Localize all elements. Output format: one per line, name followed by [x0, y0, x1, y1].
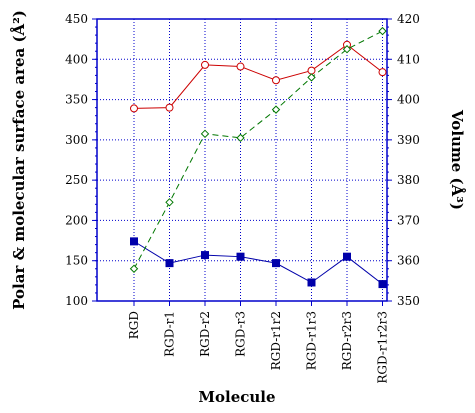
series-1-point [165, 103, 174, 112]
series-3-point [271, 105, 281, 114]
x-axis-tick-label: RGD-r1r2r3 [376, 311, 390, 384]
left-axis-title: Polar & molecular surface area (Å²) [10, 10, 28, 310]
right-axis-tick-label: 400 [397, 93, 420, 107]
x-axis-tick-label: RGD-r1r2 [269, 311, 283, 370]
series-3-point [378, 26, 387, 36]
x-axis-tick-label: RGD-r2r3 [340, 311, 354, 370]
left-axis-tick-label: 350 [65, 93, 88, 107]
series-3-point [342, 45, 352, 54]
series-1-line [133, 44, 383, 109]
series-2-point [343, 252, 351, 261]
left-axis-tick-label: 150 [65, 254, 88, 268]
series-2-point [201, 251, 209, 260]
series-2-point [236, 252, 245, 261]
right-axis-tick-labels: 350 360 370 380 390 400 410 420 [397, 12, 420, 308]
x-axis-title: Molecule [198, 388, 275, 406]
series-layer [129, 26, 387, 289]
right-axis-tick-label: 380 [397, 173, 420, 187]
series-3-point [307, 73, 316, 82]
left-axis-tick-label: 200 [65, 213, 88, 227]
left-axis-tick-label: 400 [65, 52, 88, 66]
right-axis-tick-label: 350 [397, 294, 420, 308]
series-1-point [307, 66, 316, 75]
right-axis-tick-label: 360 [397, 254, 420, 268]
right-axis-tick-label: 390 [397, 133, 420, 147]
series-2-point [130, 237, 138, 246]
series-1 [130, 40, 387, 113]
left-axis-tick-label: 300 [65, 133, 88, 147]
x-axis-tick-label: RGD-r1r3 [305, 311, 319, 370]
series-2 [130, 237, 387, 289]
series-1-point [378, 68, 387, 77]
left-axis-tick-label: 450 [65, 12, 88, 26]
right-axis-tick-label: 370 [397, 213, 420, 227]
x-axis-tick-label: RGD [127, 311, 141, 339]
series-3-point [129, 264, 139, 273]
right-axis-tick-label: 420 [397, 12, 420, 26]
grid-lines [97, 19, 387, 301]
left-axis-tick-label: 100 [65, 294, 88, 308]
series-2-point [272, 259, 280, 268]
x-axis-tick-labels: RGD RGD-r1 RGD-r2 RGD-r3 RGD-r1r2 RGD-r1r3 RGD… [127, 311, 390, 384]
right-axis-tick-label: 410 [397, 52, 420, 66]
left-axis-tick-labels: 100 150 200 250 300 350 400 450 [65, 12, 88, 308]
series-1-point [201, 60, 209, 69]
right-axis-title: Volume (Å³) [448, 109, 466, 210]
series-1-point [130, 104, 138, 113]
axis-ticks [92, 18, 392, 306]
series-2-point [378, 280, 387, 289]
series-3-point [200, 129, 210, 139]
series-3 [129, 26, 387, 273]
series-1-point [236, 62, 245, 71]
series-3-line [133, 30, 383, 270]
plot-area-frame [96, 18, 388, 302]
x-axis-tick-label: RGD-r2 [198, 311, 212, 357]
series-2-point [165, 259, 174, 268]
left-axis-tick-label: 250 [65, 173, 88, 187]
x-axis-tick-label: RGD-r1 [163, 311, 177, 357]
x-axis-tick-label: RGD-r3 [234, 311, 248, 357]
series-1-point [272, 76, 280, 85]
series-2-line [133, 240, 383, 285]
series-3-point [165, 198, 174, 207]
series-2-point [307, 278, 316, 287]
series-3-point [236, 133, 245, 143]
